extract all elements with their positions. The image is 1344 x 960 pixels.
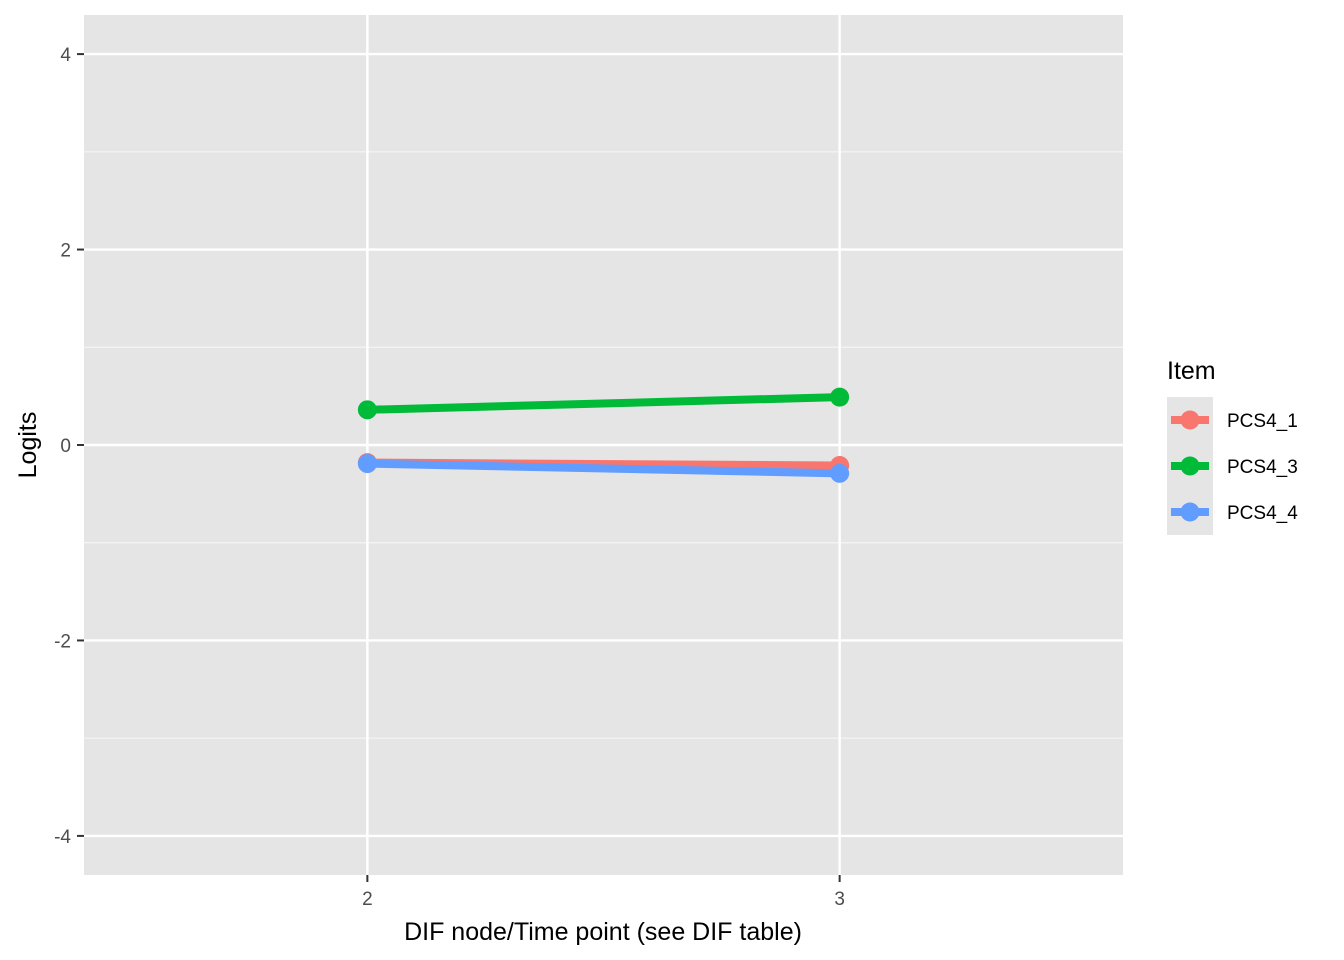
legend-key-point bbox=[1180, 502, 1200, 522]
x-tick-label: 2 bbox=[362, 889, 373, 910]
x-axis-title: DIF node/Time point (see DIF table) bbox=[404, 918, 802, 946]
data-point bbox=[830, 387, 850, 407]
y-tick-label: 2 bbox=[60, 241, 71, 262]
series-line bbox=[367, 393, 840, 414]
x-tick-label: 3 bbox=[834, 889, 845, 910]
y-tick-label: -4 bbox=[54, 827, 71, 848]
y-tick-label: 0 bbox=[60, 436, 71, 457]
y-axis-title: Logits bbox=[14, 412, 42, 479]
grid-minor bbox=[84, 151, 1123, 739]
legend-title: Item bbox=[1167, 357, 1216, 385]
legend-label: PCS4_4 bbox=[1227, 503, 1298, 524]
y-tick-label: -2 bbox=[54, 631, 71, 652]
legend-key-point bbox=[1180, 456, 1200, 476]
legend-keys: PCS4_1 PCS4_3 PCS4_4 bbox=[1167, 397, 1298, 535]
series-layer bbox=[357, 387, 850, 483]
legend: Item PCS4_1 PCS4_3 PCS4_4 bbox=[1167, 357, 1298, 535]
data-point bbox=[357, 400, 377, 420]
series-PCS4_4 bbox=[357, 454, 850, 483]
data-point bbox=[830, 463, 850, 483]
legend-label: PCS4_1 bbox=[1227, 411, 1298, 432]
legend-key-PCS4_1: PCS4_1 bbox=[1167, 397, 1298, 443]
y-tick-label: 4 bbox=[60, 45, 71, 66]
series-PCS4_3 bbox=[357, 387, 850, 420]
legend-key-PCS4_4: PCS4_4 bbox=[1167, 489, 1298, 535]
grid-major bbox=[84, 15, 1123, 875]
legend-key-point bbox=[1180, 410, 1200, 430]
legend-label: PCS4_3 bbox=[1227, 457, 1298, 478]
axis-ticks: 4 2 0 -2 -4 2 3 bbox=[54, 45, 845, 910]
series-line bbox=[367, 459, 840, 478]
data-point bbox=[357, 454, 377, 474]
legend-key-PCS4_3: PCS4_3 bbox=[1167, 443, 1298, 489]
